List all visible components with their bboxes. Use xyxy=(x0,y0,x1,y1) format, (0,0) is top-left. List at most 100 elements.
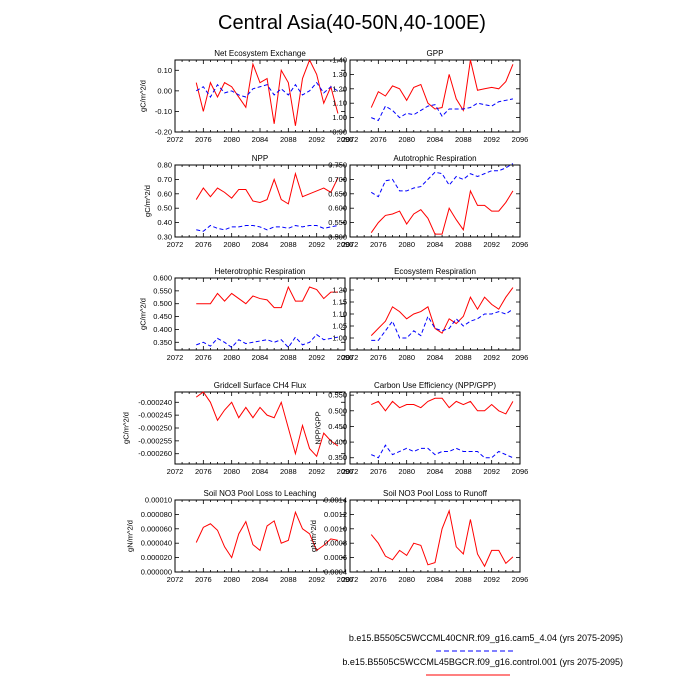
x-tick-label: 2096 xyxy=(512,467,529,476)
y-tick-label: 0.0014 xyxy=(324,496,347,505)
chart-panel: Carbon Use Efficiency (NPP/GPP) 2072 2076 2… xyxy=(314,381,529,476)
x-tick-label: 2072 xyxy=(167,135,184,144)
panel-title: Gridcell Surface CH4 Flux xyxy=(214,381,306,390)
chart-panel: Gridcell Surface CH4 Flux 2072 2076 2080 208… xyxy=(121,381,353,476)
y-tick-label: 0.400 xyxy=(153,325,172,334)
x-tick-label: 2080 xyxy=(223,353,240,362)
y-tick-label: 0.0010 xyxy=(324,524,347,533)
series-line-blue xyxy=(370,163,514,198)
panels-group: Net Ecosystem Exchange 2072 2076 2080 2084 20… xyxy=(121,49,528,584)
y-tick-label: 0.70 xyxy=(157,175,172,184)
x-tick-label: 2072 xyxy=(167,240,184,249)
y-tick-label: -0.000260 xyxy=(138,449,172,458)
y-tick-label: 1.10 xyxy=(332,99,347,108)
chart-panel: Soil NO3 Pool Loss to Leaching 2072 2076 20… xyxy=(126,489,354,584)
y-tick-label: 0.50 xyxy=(157,204,172,213)
series-line-red xyxy=(195,391,339,458)
y-tick-label: 0.30 xyxy=(157,233,172,242)
y-tick-label: 1.30 xyxy=(332,70,347,79)
y-tick-label: 0.600 xyxy=(328,204,347,213)
series-line-red xyxy=(370,59,514,112)
y-tick-label: 0.500 xyxy=(328,233,347,242)
y-tick-label: 1.05 xyxy=(332,322,347,331)
x-tick-label: 2084 xyxy=(427,467,444,476)
series-line-red xyxy=(195,171,339,205)
series-line-blue xyxy=(371,308,514,341)
y-tick-label: 1.00 xyxy=(332,113,347,122)
chart-panel: Soil NO3 Pool Loss to Runoff 2072 2076 2080… xyxy=(309,489,528,584)
y-tick-label: -0.000255 xyxy=(138,436,172,445)
x-tick-label: 2072 xyxy=(342,353,359,362)
y-tick-label: 0.450 xyxy=(328,422,347,431)
x-tick-label: 2092 xyxy=(483,467,500,476)
series-line-red xyxy=(195,510,339,559)
y-tick-label: -0.000250 xyxy=(138,424,172,433)
chart-panel: Heterotrophic Respiration 2072 2076 2080 208… xyxy=(139,267,354,362)
x-tick-label: 2092 xyxy=(483,240,500,249)
y-tick-label: 0.500 xyxy=(153,299,172,308)
y-tick-label: -0.10 xyxy=(155,107,172,116)
y-tick-label: 0.400 xyxy=(328,438,347,447)
plot-frame xyxy=(349,277,521,351)
panel-title: Soil NO3 Pool Loss to Leaching xyxy=(204,489,317,498)
x-tick-label: 2084 xyxy=(427,135,444,144)
x-tick-label: 2080 xyxy=(398,353,415,362)
y-tick-label: 0.600 xyxy=(153,274,172,283)
x-tick-label: 2080 xyxy=(398,240,415,249)
x-tick-label: 2084 xyxy=(427,353,444,362)
x-tick-label: 2088 xyxy=(280,575,297,584)
plot-frame xyxy=(174,59,346,133)
plot-frame xyxy=(174,164,346,238)
y-tick-label: -0.000245 xyxy=(138,411,172,420)
x-tick-label: 2096 xyxy=(512,353,529,362)
y-tick-label: 0.0004 xyxy=(324,568,347,577)
x-tick-label: 2080 xyxy=(223,240,240,249)
y-tick-label: 0.000080 xyxy=(141,510,172,519)
x-tick-label: 2076 xyxy=(370,467,387,476)
x-tick-label: 2096 xyxy=(337,240,354,249)
y-axis-label: gC/m^2/d xyxy=(139,80,148,112)
x-tick-label: 2088 xyxy=(280,135,297,144)
x-tick-label: 2084 xyxy=(252,575,269,584)
series-line-blue xyxy=(196,224,339,232)
x-tick-label: 2076 xyxy=(195,240,212,249)
y-tick-label: 0.750 xyxy=(328,161,347,170)
series-line-red xyxy=(371,397,514,415)
y-tick-label: -0.000240 xyxy=(138,398,172,407)
x-tick-label: 2096 xyxy=(337,467,354,476)
series-line-red xyxy=(370,287,514,336)
x-tick-label: 2072 xyxy=(342,240,359,249)
y-tick-label: 0.350 xyxy=(153,338,172,347)
x-tick-label: 2092 xyxy=(308,240,325,249)
x-tick-label: 2080 xyxy=(398,467,415,476)
x-tick-label: 2080 xyxy=(398,575,415,584)
y-axis-label: gC/m^2/d xyxy=(139,298,148,330)
y-tick-label: 0.0008 xyxy=(324,539,347,548)
figure-title: Central Asia(40-50N,40-100E) xyxy=(218,12,486,34)
plot-frame xyxy=(174,499,346,573)
x-tick-label: 2080 xyxy=(223,135,240,144)
y-tick-label: 0.80 xyxy=(157,161,172,170)
plot-frame xyxy=(349,59,521,133)
panel-title: Heterotrophic Respiration xyxy=(215,267,306,276)
panel-title: Carbon Use Efficiency (NPP/GPP) xyxy=(374,381,496,390)
chart-panel: Ecosystem Respiration 2072 2076 2080 2084 208… xyxy=(332,267,528,362)
y-tick-label: 0.90 xyxy=(332,128,347,137)
x-tick-label: 2092 xyxy=(483,135,500,144)
x-tick-label: 2072 xyxy=(342,575,359,584)
x-tick-label: 2088 xyxy=(280,353,297,362)
y-tick-label: 0.60 xyxy=(157,189,172,198)
x-tick-label: 2076 xyxy=(195,467,212,476)
y-axis-label: gC/m^2/d xyxy=(121,412,130,444)
panel-title: NPP xyxy=(252,154,268,163)
panel-title: Ecosystem Respiration xyxy=(394,267,476,276)
y-axis-label: gC/m^2/d xyxy=(143,185,152,217)
x-tick-label: 2092 xyxy=(308,353,325,362)
y-tick-label: 0.500 xyxy=(328,406,347,415)
series-line-red xyxy=(370,509,514,568)
series-line-blue xyxy=(371,98,514,122)
x-tick-label: 2076 xyxy=(370,353,387,362)
y-tick-label: 0.40 xyxy=(157,218,172,227)
